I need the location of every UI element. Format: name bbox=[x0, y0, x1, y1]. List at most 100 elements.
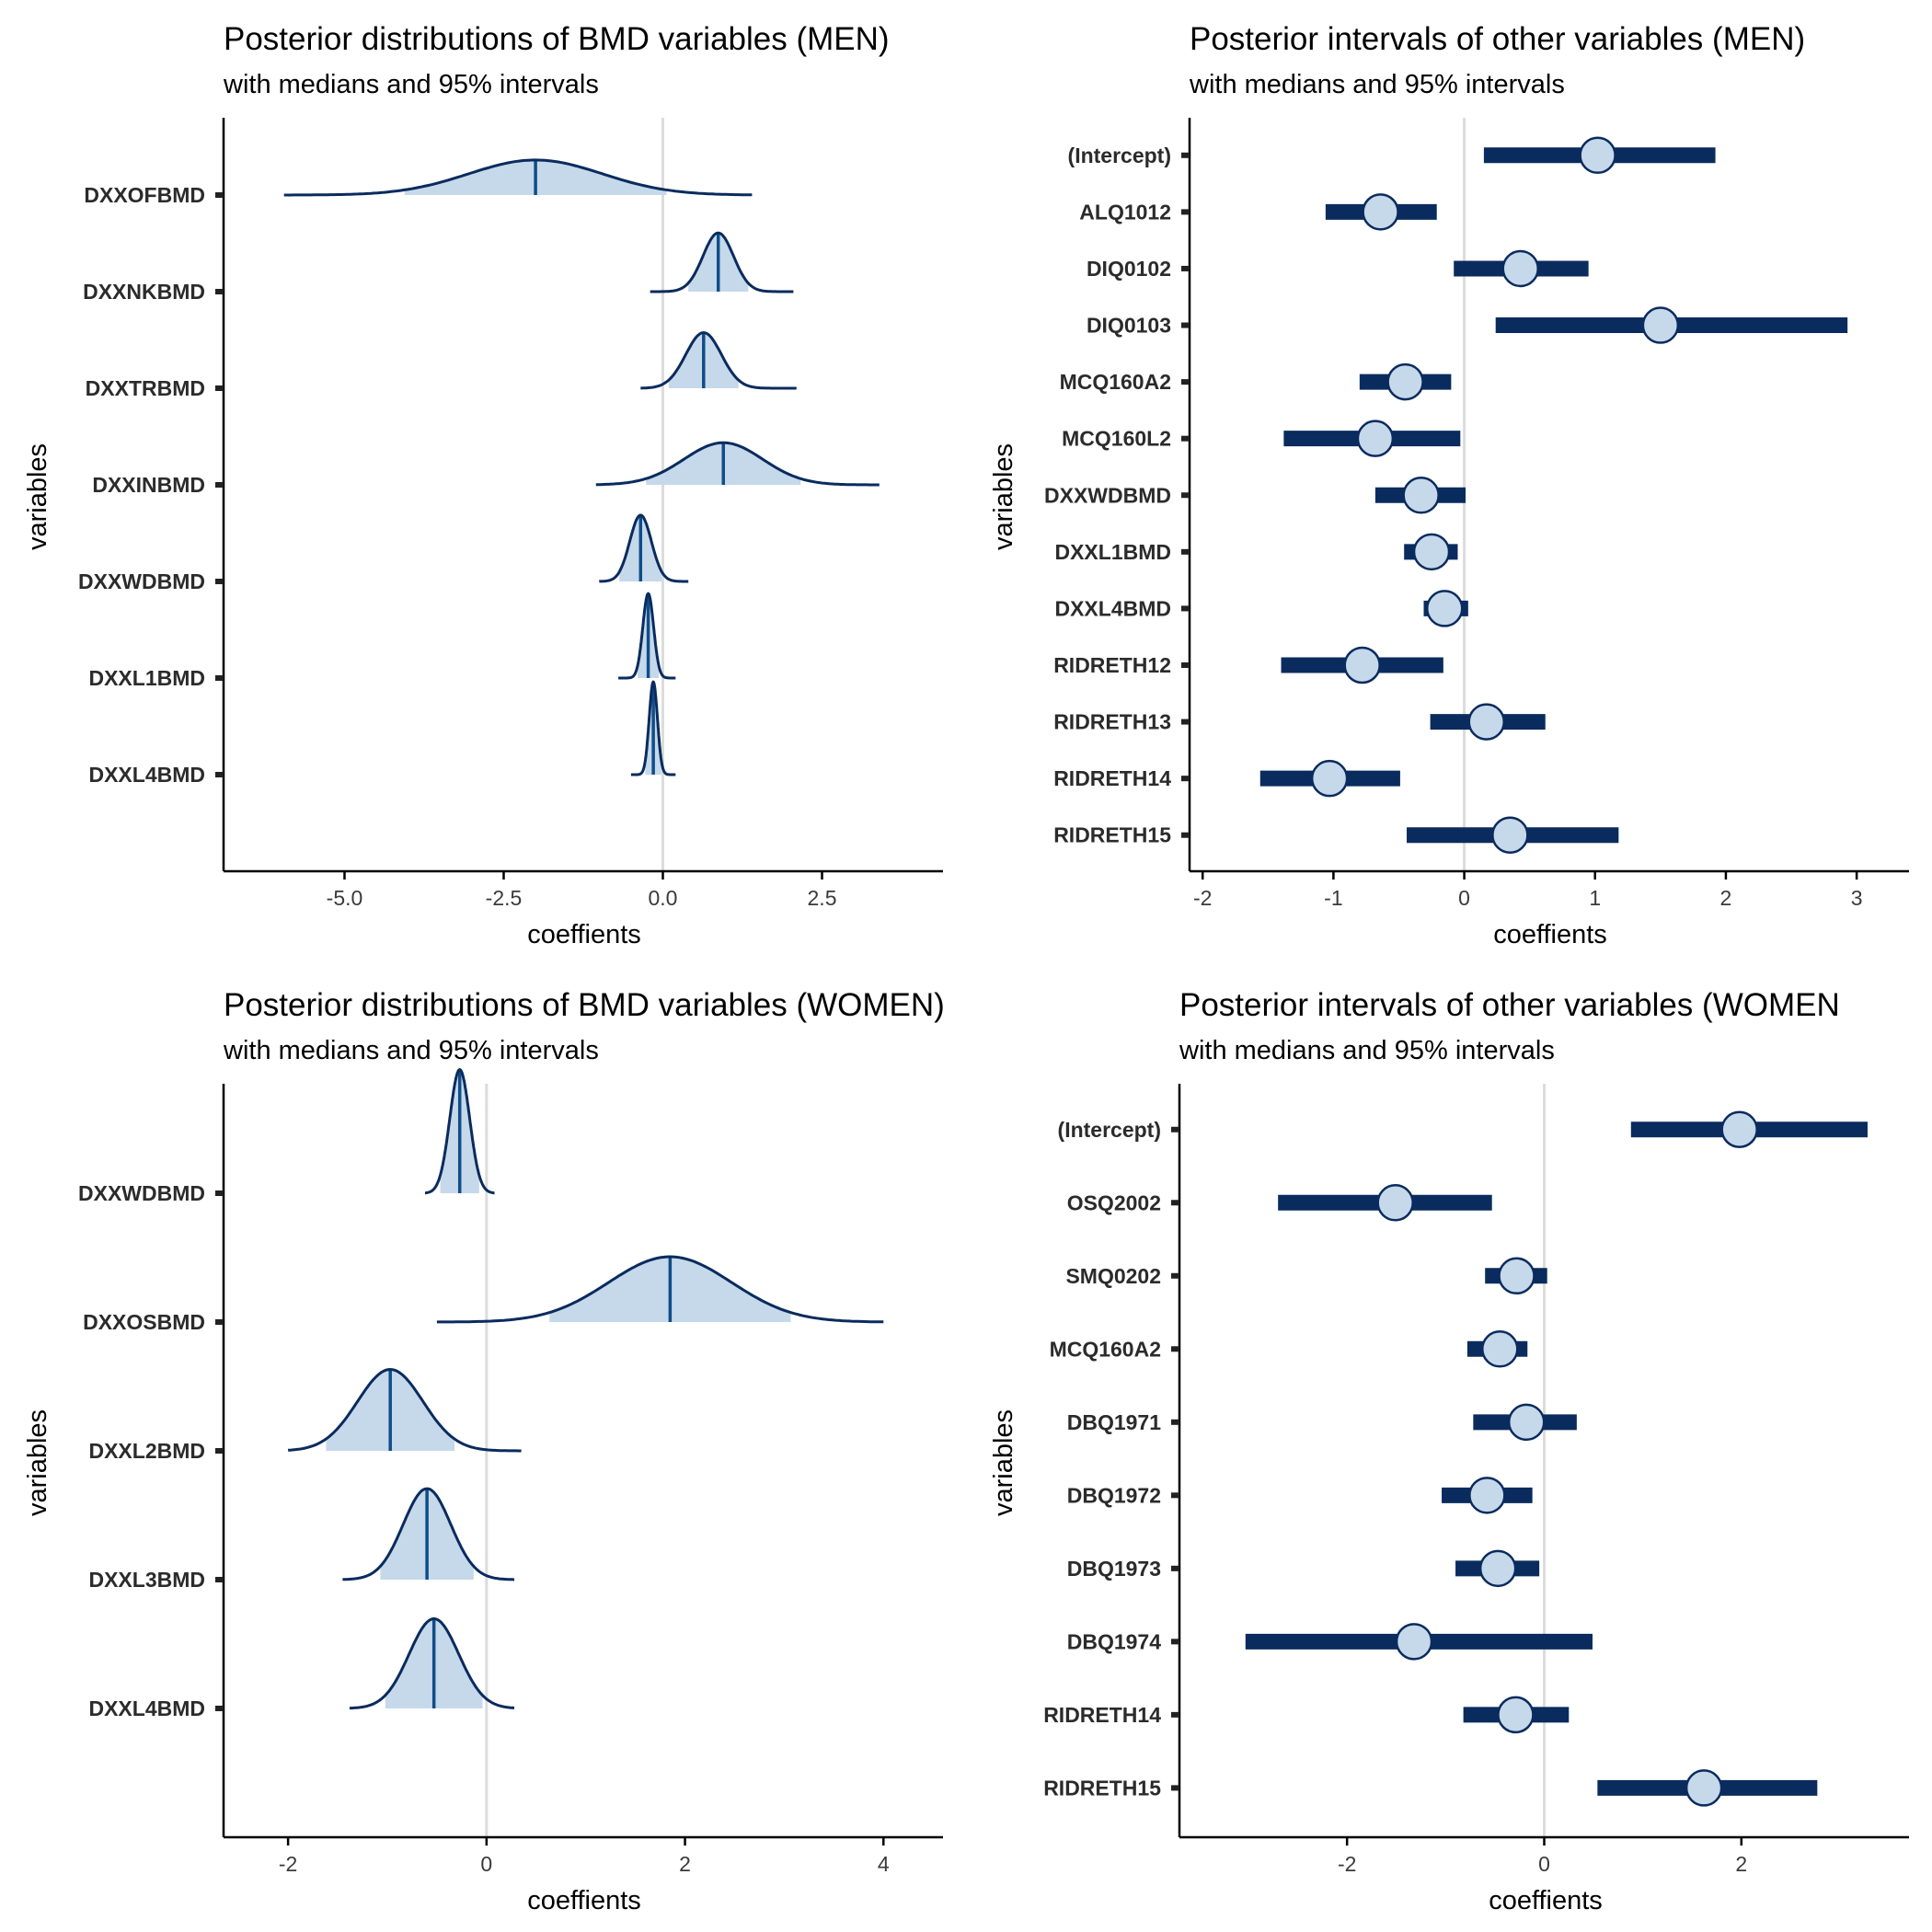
density-curve bbox=[349, 1617, 515, 1710]
median-point bbox=[1356, 420, 1395, 457]
y-tick-label: DXXWDBMD bbox=[78, 569, 205, 593]
y-tick-label: (Intercept) bbox=[1058, 1118, 1161, 1142]
y-tick-label: MCQ160A2 bbox=[1050, 1337, 1161, 1361]
y-tick-label: DXXL2BMD bbox=[88, 1439, 205, 1463]
median-point bbox=[1507, 1403, 1546, 1442]
y-tick-label: RIDRETH15 bbox=[1043, 1776, 1161, 1800]
median-point bbox=[1467, 703, 1506, 741]
density-curve bbox=[342, 1487, 514, 1581]
y-tick-label: DXXL1BMD bbox=[1054, 540, 1171, 564]
density-curve bbox=[425, 1068, 495, 1195]
plot-area: -2 -1 0 1 2 3 (Intercept) ALQ1012 DIQ0102 DIQ0103… bbox=[1044, 118, 1909, 910]
chart-title: Posterior distributions of BMD variables… bbox=[224, 987, 945, 1023]
chart-subtitle: with medians and 95% intervals bbox=[1189, 70, 1565, 99]
x-tick-label: 1 bbox=[1589, 886, 1601, 910]
density-curve bbox=[436, 1255, 884, 1324]
density-curve bbox=[595, 441, 880, 487]
chart-subtitle: with medians and 95% intervals bbox=[223, 1036, 599, 1065]
y-tick-label: RIDRETH12 bbox=[1053, 653, 1171, 677]
y-tick-label: (Intercept) bbox=[1068, 144, 1171, 167]
density-curve bbox=[599, 513, 689, 583]
median-point bbox=[1641, 306, 1680, 344]
y-tick-label: ALQ1012 bbox=[1079, 200, 1171, 224]
y-tick-label: RIDRETH13 bbox=[1053, 710, 1171, 734]
x-axis-title: coeffients bbox=[527, 1886, 641, 1915]
y-tick-label: DIQ0103 bbox=[1087, 314, 1171, 338]
y-tick-label: DXXL4BMD bbox=[1054, 596, 1171, 620]
chart-title: Posterior intervals of other variables (… bbox=[1190, 21, 1805, 57]
density-curve bbox=[630, 680, 676, 776]
chart-title: Posterior intervals of other variables (… bbox=[1179, 987, 1840, 1023]
density-curve bbox=[288, 1367, 522, 1453]
x-tick-label: 3 bbox=[1851, 886, 1863, 910]
median-point bbox=[1685, 1769, 1723, 1807]
x-tick-label: 2 bbox=[1735, 1852, 1747, 1876]
chart-women-bmd: Posterior distributions of BMD variables… bbox=[23, 987, 945, 1915]
x-tick-label: 2.5 bbox=[808, 886, 837, 910]
x-axis-title: coeffients bbox=[527, 920, 641, 949]
y-tick-label: OSQ2002 bbox=[1067, 1190, 1161, 1214]
density-curve bbox=[618, 592, 676, 680]
chart-men-intervals: Posterior intervals of other variables (… bbox=[989, 21, 1909, 949]
density-curve bbox=[650, 231, 794, 293]
y-tick-label: RIDRETH14 bbox=[1043, 1703, 1161, 1727]
y-axis-title: variables bbox=[23, 443, 52, 550]
x-tick-label: 0 bbox=[480, 1852, 492, 1876]
median-point bbox=[1501, 249, 1539, 288]
x-tick-label: 4 bbox=[878, 1852, 890, 1876]
y-axis-title: variables bbox=[23, 1409, 52, 1516]
y-tick-label: MCQ160L2 bbox=[1062, 427, 1171, 451]
y-tick-label: SMQ0202 bbox=[1065, 1264, 1161, 1288]
x-tick-label: 2 bbox=[1720, 886, 1732, 910]
x-tick-label: -2 bbox=[279, 1852, 297, 1876]
y-tick-label: DXXL4BMD bbox=[88, 1696, 205, 1720]
y-axis-title: variables bbox=[989, 1409, 1018, 1516]
median-point bbox=[1402, 477, 1440, 514]
y-tick-label: DBQ1973 bbox=[1067, 1557, 1161, 1581]
y-tick-label: MCQ160A2 bbox=[1060, 370, 1171, 394]
chart-subtitle: with medians and 95% intervals bbox=[1179, 1036, 1555, 1065]
median-point bbox=[1426, 590, 1464, 627]
y-tick-label: DBQ1971 bbox=[1067, 1410, 1161, 1434]
chart-subtitle: with medians and 95% intervals bbox=[223, 70, 599, 99]
y-tick-label: DXXOFBMD bbox=[84, 183, 205, 207]
y-axis-title: variables bbox=[989, 443, 1018, 550]
y-tick-label: DXXOSBMD bbox=[83, 1310, 205, 1334]
x-tick-label: 0 bbox=[1458, 886, 1470, 910]
y-tick-label: DBQ1974 bbox=[1067, 1629, 1161, 1653]
density-curve bbox=[283, 158, 753, 197]
x-axis-title: coeffients bbox=[1489, 1886, 1603, 1915]
y-tick-label: DXXINBMD bbox=[92, 473, 205, 497]
y-tick-label: DBQ1972 bbox=[1067, 1483, 1161, 1507]
plot-area: -2 0 2 (Intercept) OSQ2002 SMQ0202 MCQ160A2 DBQ… bbox=[1043, 1084, 1909, 1876]
median-point bbox=[1491, 816, 1529, 854]
median-point bbox=[1478, 1549, 1517, 1588]
x-tick-label: -5.0 bbox=[327, 886, 363, 910]
chart-title: Posterior distributions of BMD variables… bbox=[224, 21, 890, 57]
y-tick-label: DXXWDBMD bbox=[1044, 483, 1171, 507]
x-tick-label: -2 bbox=[1193, 886, 1212, 910]
median-point bbox=[1376, 1184, 1414, 1222]
median-point bbox=[1395, 1623, 1433, 1661]
median-point bbox=[1579, 136, 1616, 175]
median-point bbox=[1498, 1257, 1535, 1295]
median-point bbox=[1497, 1696, 1535, 1734]
median-point bbox=[1481, 1330, 1519, 1368]
y-tick-label: DXXL3BMD bbox=[88, 1568, 205, 1592]
y-tick-label: DXXL1BMD bbox=[88, 666, 205, 690]
y-tick-label: RIDRETH15 bbox=[1053, 823, 1171, 847]
median-point bbox=[1386, 362, 1424, 401]
median-point bbox=[1362, 193, 1399, 231]
median-point bbox=[1310, 759, 1349, 798]
x-tick-label: -2.5 bbox=[486, 886, 523, 910]
x-axis-title: coeffients bbox=[1493, 920, 1607, 949]
y-tick-label: DXXL4BMD bbox=[88, 763, 205, 787]
median-point bbox=[1720, 1110, 1758, 1149]
median-point bbox=[1412, 533, 1451, 571]
x-tick-label: -1 bbox=[1324, 886, 1342, 910]
chart-men-bmd: Posterior distributions of BMD variables… bbox=[23, 21, 943, 949]
y-tick-label: DIQ0102 bbox=[1087, 257, 1171, 281]
plot-area: -2 0 2 4 DXXWDBMD DXXOSBMD DXXL2BMD DXXL3BMD DXX… bbox=[78, 1068, 943, 1876]
median-point bbox=[1343, 646, 1381, 684]
x-tick-label: 0 bbox=[1538, 1852, 1550, 1876]
